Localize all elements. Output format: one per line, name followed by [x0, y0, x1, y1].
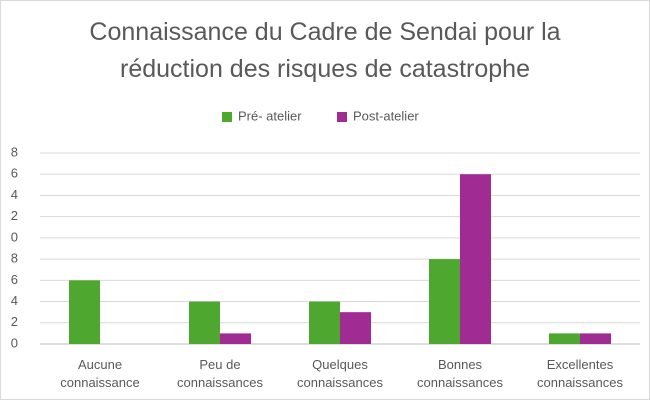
- y-tick-label: 0: [11, 335, 18, 350]
- bar: [340, 312, 371, 344]
- y-tick-label: 6: [11, 272, 18, 287]
- y-tick-label: 4: [11, 293, 18, 308]
- y-tick-label: 6: [11, 166, 18, 181]
- y-tick-label: 8: [11, 251, 18, 266]
- x-tick-label: Quelques connaissances: [297, 357, 383, 390]
- bar: [69, 280, 100, 344]
- legend-swatch: [222, 112, 232, 122]
- bar: [460, 174, 491, 344]
- legend-swatch: [337, 112, 347, 122]
- y-tick-label: 4: [11, 187, 18, 202]
- bar: [549, 333, 580, 344]
- y-tick-label: 2: [11, 314, 18, 329]
- legend-label: Post-atelier: [353, 108, 419, 123]
- bar: [309, 301, 340, 344]
- x-tick-label: Bonnes connaissances: [417, 357, 503, 390]
- bar: [429, 259, 460, 344]
- bar: [220, 333, 251, 344]
- legend-label: Pré- atelier: [238, 108, 302, 123]
- y-tick-label: 8: [11, 144, 18, 159]
- bar: [580, 333, 611, 344]
- chart-title: Connaissance du Cadre de Sendai pour la …: [89, 18, 561, 83]
- x-tick-label: Peu de connaissances: [177, 357, 263, 390]
- y-tick-label: 2: [11, 208, 18, 223]
- y-tick-label: 0: [11, 229, 18, 244]
- x-tick-label: Excellentes connaissances: [537, 357, 623, 390]
- bar: [189, 301, 220, 344]
- x-tick-label: Aucune connaissance: [60, 357, 140, 390]
